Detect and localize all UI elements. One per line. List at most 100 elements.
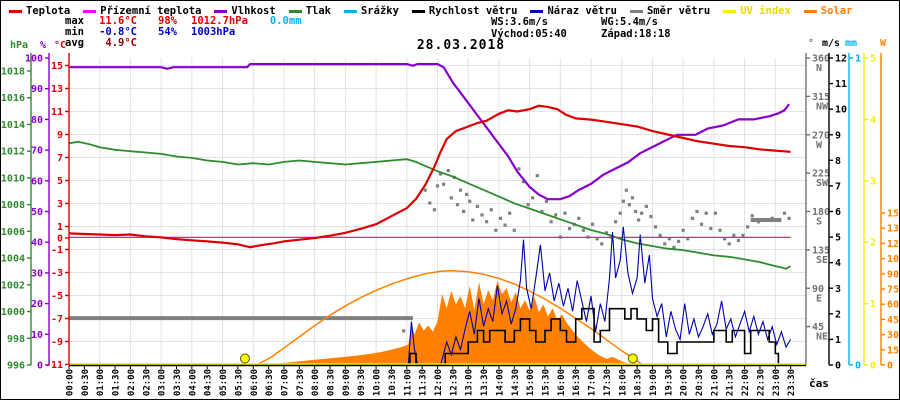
wind-direction-point <box>756 220 761 224</box>
axis-tick-label-humidity: 50 <box>31 207 43 218</box>
axis-tick-label2-direction: SE <box>816 255 828 266</box>
wind-direction-point <box>667 237 671 241</box>
axis-tick-label-temp: 5 <box>57 176 63 187</box>
axis-tick-label-temp: 3 <box>57 199 63 210</box>
axis-tick-label-uv: 4 <box>870 115 876 126</box>
axis-tick-label-uv: 2 <box>870 238 876 249</box>
legend-item-rychlost-v-tru: Rychlost větru <box>411 5 518 17</box>
sunset-time: Západ:18:18 <box>601 28 671 40</box>
wind-direction-point <box>471 218 475 222</box>
legend-item-vlhkost: Vlhkost <box>214 5 276 17</box>
wind-direction-point <box>630 196 635 200</box>
legend-label: Směr větru <box>646 5 711 17</box>
wind-direction-point <box>526 203 530 207</box>
axis-tick-label-uv: 3 <box>870 176 876 187</box>
x-tick-label: 22:30 <box>756 369 766 396</box>
axis-tick-label-temp: -7 <box>51 314 63 325</box>
axis-tick-label2-direction: SW <box>816 178 829 189</box>
axis-tick-label-pressure: 998 <box>7 334 25 345</box>
axis-tick-label-uv: 0 <box>870 361 876 372</box>
x-tick-label: 03:30 <box>173 369 183 396</box>
legend-label: Tlak <box>305 5 331 17</box>
axis-tick-label-pressure: 996 <box>7 361 25 372</box>
wind-direction-point <box>531 196 535 200</box>
x-tick-label: 19:00 <box>649 369 659 396</box>
wind-sun-stats-block: WS:3.6m/s WG:5.4m/s Východ:05:40 Západ:18:… <box>491 16 671 40</box>
axis-tick-label2-direction: NW <box>816 101 829 112</box>
wind-direction-point <box>428 201 432 205</box>
wind-direction-point <box>718 228 722 232</box>
wind-direction-point <box>750 214 754 218</box>
wind-direction-point <box>455 203 460 207</box>
wind-direction-point <box>521 180 526 184</box>
axis-tick-label-humidity: 30 <box>31 268 43 279</box>
x-tick-label: 23:30 <box>787 369 797 396</box>
axis-tick-label-solar: 900 <box>887 269 900 280</box>
wind-direction-point <box>442 182 446 186</box>
x-tick-label: 09:00 <box>342 369 352 396</box>
wind-direction-point <box>549 220 553 224</box>
min-pressure-value: 1003hPa <box>191 26 236 38</box>
wind-direction-point <box>736 238 741 243</box>
wind-direction-point <box>644 204 648 208</box>
legend-item-n-raz-v-tru: Náraz větru <box>530 5 617 17</box>
x-tick-label: 10:00 <box>373 369 383 396</box>
x-tick-label: 21:00 <box>710 369 720 396</box>
daily-stats-block: max 11.6°C 98% 1012.7hPa 0.0mm min -0.8°C 54% 1… <box>65 16 302 49</box>
wind-direction-point <box>402 329 406 333</box>
wind-direction-point <box>637 218 641 222</box>
axis-tick-label-wind: 11 <box>835 79 847 90</box>
wind-direction-point <box>653 225 658 229</box>
x-tick-label: 08:30 <box>327 369 337 396</box>
wind-direction-point <box>465 192 469 197</box>
x-tick-label: 04:00 <box>188 369 198 396</box>
axis-tick-label-temp: 11 <box>51 107 63 118</box>
axis-tick-label-wind: 5 <box>835 233 841 244</box>
axis-header-wind: m/s <box>822 38 840 49</box>
axis-tick-label-temp: 9 <box>57 130 63 141</box>
axis-tick-label2-direction: N <box>816 63 822 74</box>
x-tick-label: 03:00 <box>158 369 168 396</box>
x-tick-label: 14:00 <box>495 369 505 396</box>
axis-tick-label-wind: 7 <box>835 181 841 192</box>
axis-header-rain: mm <box>845 38 857 49</box>
axis-tick-label-direction: 270 <box>812 130 830 141</box>
axis-tick-label2-direction: NE <box>816 332 828 343</box>
wind-direction-point <box>449 196 453 200</box>
chart-date-title: 28.03.2018 <box>416 38 506 53</box>
x-tick-label: 07:00 <box>280 369 290 396</box>
wind-direction-point <box>480 213 484 217</box>
axis-tick-label-humidity: 20 <box>31 299 43 310</box>
axis-header-temp: °C <box>54 40 66 51</box>
axis-tick-label-temp: -5 <box>51 291 63 302</box>
legend-label: Rychlost větru <box>428 5 518 17</box>
axis-tick-label-humidity: 70 <box>31 146 43 157</box>
x-tick-label: 02:30 <box>142 369 152 396</box>
axis-tick-label-humidity: 90 <box>31 84 43 95</box>
wind-direction-point <box>563 211 567 215</box>
axis-tick-label-solar: 1050 <box>887 254 900 265</box>
axis-tick-label-temp: -11 <box>45 360 63 371</box>
wind-direction-point <box>577 216 581 220</box>
x-tick-label: 05:30 <box>234 369 244 396</box>
axis-tick-label-temp: 13 <box>51 84 63 95</box>
axis-tick-label-temp: -9 <box>51 337 63 348</box>
series-wind-speed-step <box>69 307 791 366</box>
x-tick-label: 11:00 <box>403 369 413 396</box>
wind-direction-point <box>468 199 472 203</box>
legend-label: Přízemní teplota <box>100 5 202 17</box>
axis-tick-label-direction: 315 <box>812 92 830 103</box>
wind-direction-point <box>600 242 604 246</box>
wind-direction-point <box>581 228 585 232</box>
wind-direction-point <box>741 233 745 237</box>
max-humidity-value: 98% <box>158 15 177 27</box>
axis-tick-label-temp: 0 <box>57 234 63 245</box>
axis-tick-label-temp: -3 <box>51 268 63 279</box>
legend-label: Teplota <box>26 5 71 17</box>
legend-item-solar: Solar <box>803 5 852 17</box>
axis-header-direction: ° <box>808 38 814 49</box>
x-tick-label: 04:30 <box>204 369 214 396</box>
axis-tick-label-humidity: 40 <box>31 238 43 249</box>
legend-swatch <box>411 9 425 13</box>
wind-direction-point <box>475 204 480 208</box>
